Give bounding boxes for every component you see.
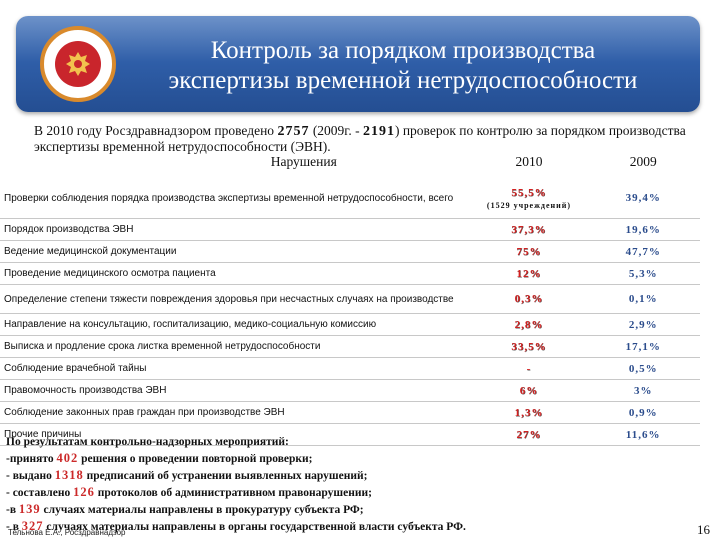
result-item: -в 139 случаях материалы направлены в пр… [6, 502, 364, 516]
table-row: Соблюдение врачебной тайны - 0,5% [0, 357, 700, 380]
row-value-2009: 39,4% [586, 178, 700, 219]
row-value-2010: 75% [471, 240, 587, 263]
intro-number-2009: 2191 [362, 124, 395, 139]
row-name: Определение степени тяжести повреждения … [0, 284, 472, 314]
row-value-2009: 0,1% [586, 284, 700, 314]
intro-part-3: ) проверок по контролю за порядком произ… [34, 123, 686, 154]
results-section: По результатам контрольно-надзорных меро… [6, 434, 566, 535]
coat-of-arms-icon [40, 26, 116, 102]
result-item: - составлено 126 протоколов об администр… [6, 485, 372, 499]
header-2009: 2009 [629, 154, 657, 169]
result-item: - в 327 случаях материалы направлены в о… [6, 519, 466, 533]
row-value-2009: 0,5% [586, 357, 700, 380]
row-name: Ведение медицинской документации [0, 240, 472, 263]
row-value-2010: 0,3% [471, 284, 587, 314]
row-value-2010: 2,8% [471, 313, 587, 336]
row-value-2009: 19,6% [586, 218, 700, 241]
row-value-2009: 5,3% [586, 262, 700, 285]
page-number: 16 [697, 522, 710, 537]
table-row: Выписка и продление срока листка временн… [0, 335, 700, 358]
row-value-2009: 0,9% [586, 401, 700, 424]
row-name: Проведение медицинского осмотра пациента [0, 262, 472, 285]
table-row: Направление на консультацию, госпитализа… [0, 313, 700, 336]
row-value-2010: 55,5% (1529 учреждений) [471, 178, 587, 219]
intro-part-2: (2009г. - [309, 123, 363, 138]
title-banner: Контроль за порядком производства экспер… [16, 16, 700, 112]
row-value-2010: - [471, 357, 587, 380]
row-value-2009: 2,9% [586, 313, 700, 336]
row-value-2010: 27% [471, 423, 587, 446]
value-2010-subnote: (1529 учреждений) [486, 200, 571, 210]
results-heading: По результатам контрольно-надзорных меро… [6, 436, 289, 448]
row-name: Соблюдение врачебной тайны [0, 357, 472, 380]
result-number: 1318 [54, 468, 84, 482]
result-number: 139 [18, 502, 41, 516]
title-line-2: экспертизы временной нетрудоспособности [168, 67, 638, 94]
table-header-row: Нарушения 2010 2009 [0, 152, 700, 178]
row-value-2009: 17,1% [586, 335, 700, 358]
table-row: Проведение медицинского осмотра пациента… [0, 262, 700, 285]
row-value-2009: 3% [586, 379, 700, 402]
row-name: Прочие причины [0, 423, 472, 446]
row-value-2010: 12% [471, 262, 587, 285]
intro-text: В 2010 году Росздравнадзором проведено 2… [34, 123, 704, 154]
table-row: Ведение медицинской документации 75% 47,… [0, 240, 700, 263]
row-value-2010: 37,3% [471, 218, 587, 241]
header-2010: 2010 [515, 154, 543, 169]
title-line-1: Контроль за порядком производства [210, 37, 596, 64]
row-value-2010: 1,3% [471, 401, 587, 424]
row-value-2009: 11,6% [586, 423, 700, 446]
row-name: Правомочность производства ЭВН [0, 379, 472, 402]
header-violations: Нарушения [270, 154, 337, 169]
result-item: - выдано 1318 предписаний об устранении … [6, 468, 368, 482]
intro-part-1: В 2010 году Росздравнадзором проведено [34, 123, 278, 138]
table-row: Определение степени тяжести повреждения … [0, 284, 700, 314]
violations-table: Нарушения 2010 2009 Проверки соблюдения … [0, 152, 700, 446]
row-value-2010: 6% [471, 379, 587, 402]
table-row: Проверки соблюдения порядка производства… [0, 178, 700, 219]
result-number: 126 [73, 485, 95, 499]
author-credit: Тельнова Е.А., Росздравнадзор [8, 528, 126, 537]
row-value-2009: 47,7% [586, 240, 700, 263]
row-name: Выписка и продление срока листка временн… [0, 335, 472, 358]
value-2010: 55,5% [511, 186, 547, 199]
table-row: Соблюдение законных прав граждан при про… [0, 401, 700, 424]
table-row: Порядок производства ЭВН 37,3% 19,6% [0, 218, 700, 241]
row-name: Соблюдение законных прав граждан при про… [0, 401, 472, 424]
slide-title: Контроль за порядком производства экспер… [116, 36, 690, 96]
row-name: Проверки соблюдения порядка производства… [0, 178, 472, 219]
table-row: Прочие причины 27% 11,6% [0, 423, 700, 446]
table-row: Правомочность производства ЭВН 6% 3% [0, 379, 700, 402]
row-name: Порядок производства ЭВН [0, 218, 472, 241]
intro-number-2010: 2757 [277, 124, 310, 139]
result-number: 402 [56, 451, 79, 465]
result-item: -принято 402 решения о проведении повтор… [6, 451, 313, 465]
row-name: Направление на консультацию, госпитализа… [0, 313, 472, 336]
row-value-2010: 33,5% [471, 335, 587, 358]
result-number: 327 [21, 519, 44, 533]
